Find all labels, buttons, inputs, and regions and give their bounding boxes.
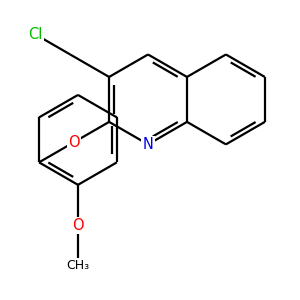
Text: O: O (72, 218, 84, 233)
Text: Cl: Cl (28, 27, 42, 42)
Text: N: N (142, 137, 154, 152)
Text: CH₃: CH₃ (66, 259, 89, 272)
Text: O: O (68, 135, 80, 150)
